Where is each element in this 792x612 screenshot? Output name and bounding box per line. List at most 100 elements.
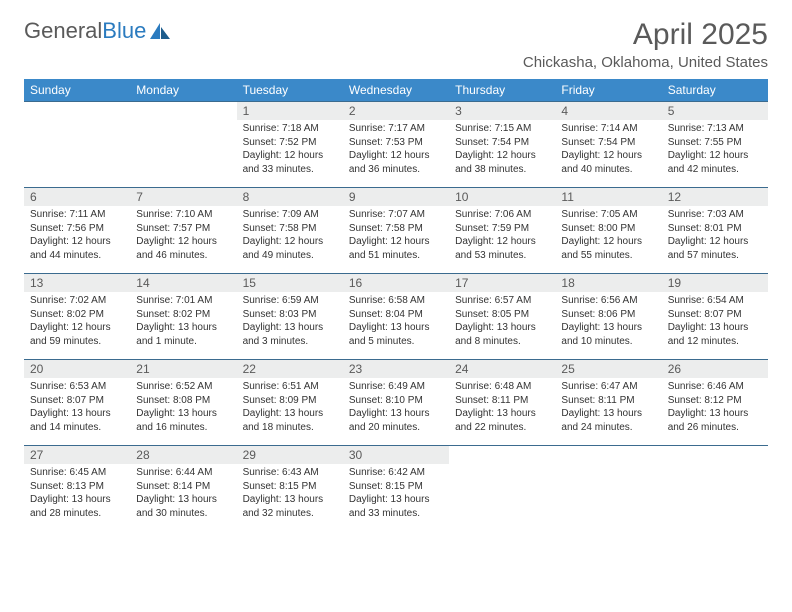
day-number: 22 <box>237 360 343 378</box>
calendar-row: ....1Sunrise: 7:18 AMSunset: 7:52 PMDayl… <box>24 102 768 188</box>
day-details: Sunrise: 6:43 AMSunset: 8:15 PMDaylight:… <box>237 464 343 524</box>
calendar-cell: 22Sunrise: 6:51 AMSunset: 8:09 PMDayligh… <box>237 360 343 446</box>
day-details: Sunrise: 7:13 AMSunset: 7:55 PMDaylight:… <box>662 120 768 180</box>
calendar-cell: 10Sunrise: 7:06 AMSunset: 7:59 PMDayligh… <box>449 188 555 274</box>
day-number: 28 <box>130 446 236 464</box>
day-details: Sunrise: 6:51 AMSunset: 8:09 PMDaylight:… <box>237 378 343 438</box>
calendar-cell: 17Sunrise: 6:57 AMSunset: 8:05 PMDayligh… <box>449 274 555 360</box>
calendar-cell: .. <box>662 446 768 532</box>
day-number: 1 <box>237 102 343 120</box>
day-number: 2 <box>343 102 449 120</box>
day-details: Sunrise: 7:14 AMSunset: 7:54 PMDaylight:… <box>555 120 661 180</box>
calendar-cell: 4Sunrise: 7:14 AMSunset: 7:54 PMDaylight… <box>555 102 661 188</box>
weekday-header: Friday <box>555 79 661 102</box>
day-number: 26 <box>662 360 768 378</box>
day-number: 17 <box>449 274 555 292</box>
calendar-cell: 20Sunrise: 6:53 AMSunset: 8:07 PMDayligh… <box>24 360 130 446</box>
day-number: 13 <box>24 274 130 292</box>
day-number: 10 <box>449 188 555 206</box>
day-number: 11 <box>555 188 661 206</box>
calendar-cell: 12Sunrise: 7:03 AMSunset: 8:01 PMDayligh… <box>662 188 768 274</box>
day-number: 21 <box>130 360 236 378</box>
page-header: GeneralBlue April 2025 Chickasha, Oklaho… <box>24 18 768 71</box>
day-number: 20 <box>24 360 130 378</box>
calendar-cell: 9Sunrise: 7:07 AMSunset: 7:58 PMDaylight… <box>343 188 449 274</box>
day-details: Sunrise: 6:49 AMSunset: 8:10 PMDaylight:… <box>343 378 449 438</box>
day-number: 9 <box>343 188 449 206</box>
day-details: Sunrise: 6:58 AMSunset: 8:04 PMDaylight:… <box>343 292 449 352</box>
calendar-cell: 3Sunrise: 7:15 AMSunset: 7:54 PMDaylight… <box>449 102 555 188</box>
calendar-row: 13Sunrise: 7:02 AMSunset: 8:02 PMDayligh… <box>24 274 768 360</box>
day-number: 6 <box>24 188 130 206</box>
month-title: April 2025 <box>523 18 768 52</box>
day-details: Sunrise: 6:59 AMSunset: 8:03 PMDaylight:… <box>237 292 343 352</box>
calendar-cell: 6Sunrise: 7:11 AMSunset: 7:56 PMDaylight… <box>24 188 130 274</box>
calendar-cell: 25Sunrise: 6:47 AMSunset: 8:11 PMDayligh… <box>555 360 661 446</box>
calendar-cell: 11Sunrise: 7:05 AMSunset: 8:00 PMDayligh… <box>555 188 661 274</box>
day-number: 4 <box>555 102 661 120</box>
title-block: April 2025 Chickasha, Oklahoma, United S… <box>523 18 768 71</box>
day-number: 29 <box>237 446 343 464</box>
calendar-cell: 27Sunrise: 6:45 AMSunset: 8:13 PMDayligh… <box>24 446 130 532</box>
day-details: Sunrise: 6:48 AMSunset: 8:11 PMDaylight:… <box>449 378 555 438</box>
weekday-header: Wednesday <box>343 79 449 102</box>
calendar-cell: 1Sunrise: 7:18 AMSunset: 7:52 PMDaylight… <box>237 102 343 188</box>
calendar-cell: 13Sunrise: 7:02 AMSunset: 8:02 PMDayligh… <box>24 274 130 360</box>
brand-part2: Blue <box>102 18 146 44</box>
calendar-cell: 29Sunrise: 6:43 AMSunset: 8:15 PMDayligh… <box>237 446 343 532</box>
day-details: Sunrise: 6:45 AMSunset: 8:13 PMDaylight:… <box>24 464 130 524</box>
weekday-header: Monday <box>130 79 236 102</box>
weekday-header: Thursday <box>449 79 555 102</box>
location-text: Chickasha, Oklahoma, United States <box>523 54 768 71</box>
day-details: Sunrise: 7:15 AMSunset: 7:54 PMDaylight:… <box>449 120 555 180</box>
calendar-cell: 18Sunrise: 6:56 AMSunset: 8:06 PMDayligh… <box>555 274 661 360</box>
calendar-cell: .. <box>449 446 555 532</box>
calendar-row: 6Sunrise: 7:11 AMSunset: 7:56 PMDaylight… <box>24 188 768 274</box>
day-details: Sunrise: 7:01 AMSunset: 8:02 PMDaylight:… <box>130 292 236 352</box>
weekday-header: Tuesday <box>237 79 343 102</box>
calendar-cell: 19Sunrise: 6:54 AMSunset: 8:07 PMDayligh… <box>662 274 768 360</box>
calendar-page: GeneralBlue April 2025 Chickasha, Oklaho… <box>0 0 792 550</box>
calendar-cell: 2Sunrise: 7:17 AMSunset: 7:53 PMDaylight… <box>343 102 449 188</box>
day-number: 5 <box>662 102 768 120</box>
brand-logo: GeneralBlue <box>24 18 172 44</box>
calendar-cell: .. <box>24 102 130 188</box>
calendar-cell: 7Sunrise: 7:10 AMSunset: 7:57 PMDaylight… <box>130 188 236 274</box>
day-details: Sunrise: 7:03 AMSunset: 8:01 PMDaylight:… <box>662 206 768 266</box>
calendar-cell: .. <box>555 446 661 532</box>
day-number: 14 <box>130 274 236 292</box>
day-details: Sunrise: 7:07 AMSunset: 7:58 PMDaylight:… <box>343 206 449 266</box>
calendar-cell: 23Sunrise: 6:49 AMSunset: 8:10 PMDayligh… <box>343 360 449 446</box>
day-details: Sunrise: 6:44 AMSunset: 8:14 PMDaylight:… <box>130 464 236 524</box>
day-number: 19 <box>662 274 768 292</box>
day-number: 15 <box>237 274 343 292</box>
weekday-header-row: SundayMondayTuesdayWednesdayThursdayFrid… <box>24 79 768 102</box>
calendar-cell: 24Sunrise: 6:48 AMSunset: 8:11 PMDayligh… <box>449 360 555 446</box>
sail-icon <box>150 23 172 39</box>
day-details: Sunrise: 6:46 AMSunset: 8:12 PMDaylight:… <box>662 378 768 438</box>
day-number: 12 <box>662 188 768 206</box>
day-number: 25 <box>555 360 661 378</box>
day-details: Sunrise: 7:09 AMSunset: 7:58 PMDaylight:… <box>237 206 343 266</box>
day-details: Sunrise: 7:02 AMSunset: 8:02 PMDaylight:… <box>24 292 130 352</box>
day-details: Sunrise: 6:53 AMSunset: 8:07 PMDaylight:… <box>24 378 130 438</box>
day-number: 27 <box>24 446 130 464</box>
calendar-cell: 26Sunrise: 6:46 AMSunset: 8:12 PMDayligh… <box>662 360 768 446</box>
calendar-cell: 30Sunrise: 6:42 AMSunset: 8:15 PMDayligh… <box>343 446 449 532</box>
calendar-cell: 21Sunrise: 6:52 AMSunset: 8:08 PMDayligh… <box>130 360 236 446</box>
day-details: Sunrise: 6:57 AMSunset: 8:05 PMDaylight:… <box>449 292 555 352</box>
day-number: 23 <box>343 360 449 378</box>
calendar-cell: 15Sunrise: 6:59 AMSunset: 8:03 PMDayligh… <box>237 274 343 360</box>
day-number: 16 <box>343 274 449 292</box>
day-number: 7 <box>130 188 236 206</box>
calendar-cell: 16Sunrise: 6:58 AMSunset: 8:04 PMDayligh… <box>343 274 449 360</box>
calendar-cell: 8Sunrise: 7:09 AMSunset: 7:58 PMDaylight… <box>237 188 343 274</box>
day-number: 24 <box>449 360 555 378</box>
calendar-row: 20Sunrise: 6:53 AMSunset: 8:07 PMDayligh… <box>24 360 768 446</box>
day-details: Sunrise: 7:06 AMSunset: 7:59 PMDaylight:… <box>449 206 555 266</box>
weekday-header: Sunday <box>24 79 130 102</box>
calendar-body: .... 1Sunrise: 7:18 AMSunset: 7:52 PMDayl… <box>24 102 768 532</box>
day-details: Sunrise: 6:56 AMSunset: 8:06 PMDaylight:… <box>555 292 661 352</box>
brand-part1: General <box>24 18 102 44</box>
day-details: Sunrise: 7:10 AMSunset: 7:57 PMDaylight:… <box>130 206 236 266</box>
